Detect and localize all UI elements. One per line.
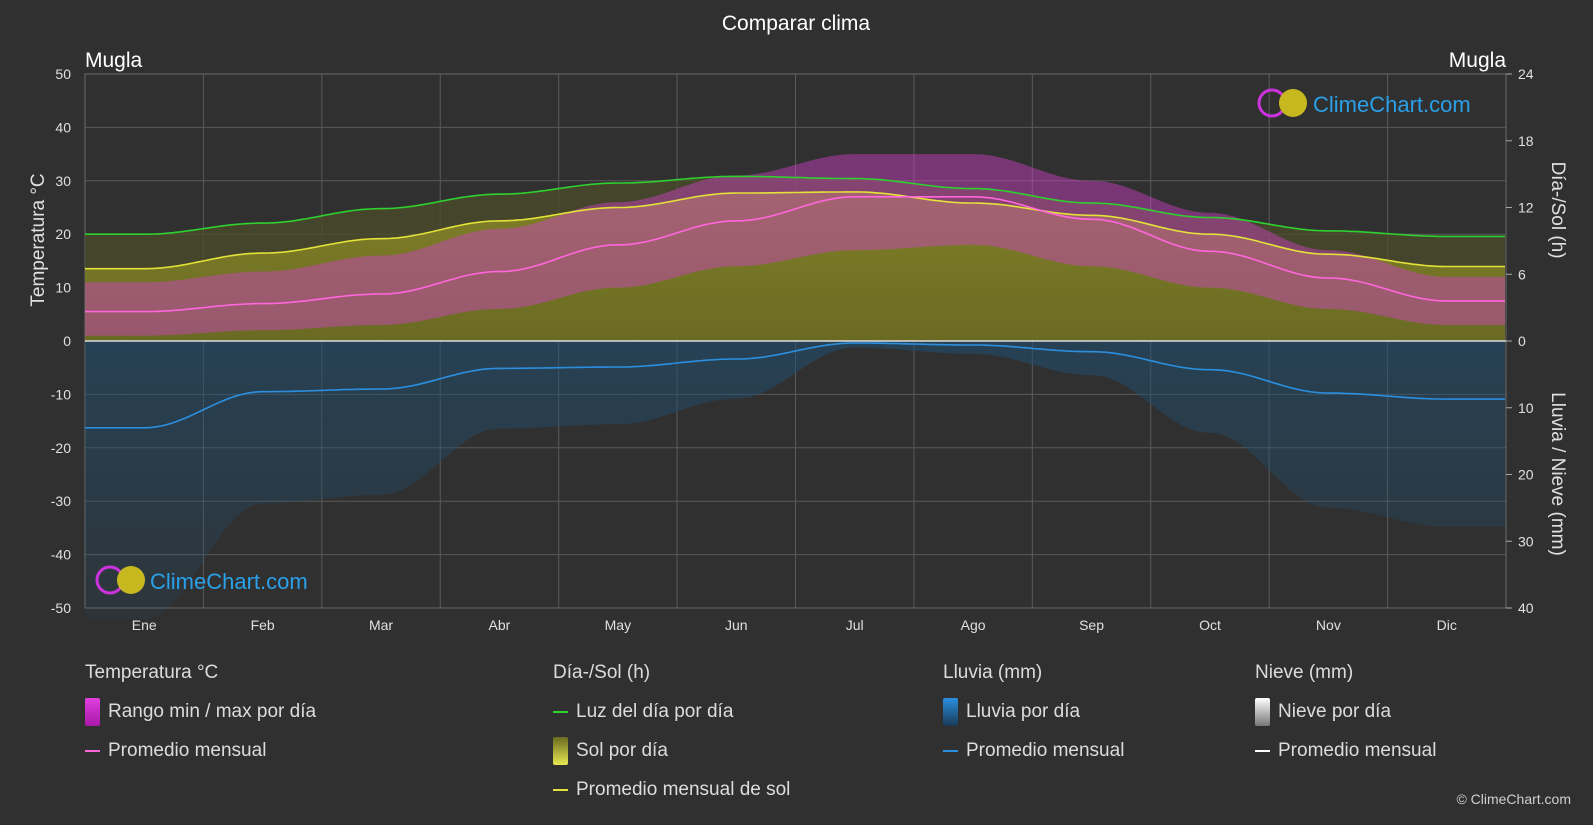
left-tick-label: -20 xyxy=(51,440,71,456)
left-axis-label: Temperatura °C xyxy=(28,173,49,306)
data-lines xyxy=(85,175,1506,429)
right-bottom-tick-label: 40 xyxy=(1518,600,1534,616)
axis-ticks: 50 40 30 20 10 0 -10 -20 -30 -40 -50 24 18 12 6 0 10 20 30… xyxy=(51,66,1534,633)
copyright: © ClimeChart.com xyxy=(1456,791,1571,807)
left-tick-label: -50 xyxy=(51,600,71,616)
legend-snow: Nieve (mm) Nieve por día Promedio mensua… xyxy=(1255,662,1436,779)
rain-area xyxy=(85,341,1505,619)
left-tick-label: 50 xyxy=(55,66,71,82)
logo-sun-icon xyxy=(117,566,145,594)
legend-item-label: Lluvia por día xyxy=(966,701,1081,722)
month-tick-label: Jun xyxy=(725,617,748,633)
right-bottom-tick-label: 10 xyxy=(1518,400,1534,416)
month-tick-label: Mar xyxy=(369,617,393,633)
right-bottom-tick-label: 20 xyxy=(1518,467,1534,483)
right-top-tick-label: 12 xyxy=(1518,200,1534,216)
legend-title: Día-/Sol (h) xyxy=(553,662,651,683)
right-bottom-tick-label: 30 xyxy=(1518,533,1534,549)
month-tick-label: Nov xyxy=(1316,617,1341,633)
right-top-tick-label: 18 xyxy=(1518,133,1534,149)
legend-item-label: Promedio mensual de sol xyxy=(576,779,791,800)
left-tick-label: -30 xyxy=(51,493,71,509)
left-tick-label: -40 xyxy=(51,547,71,563)
chart-title: Comparar clima xyxy=(722,12,871,35)
rain-swatch-icon xyxy=(943,698,958,726)
line-swatch-icon xyxy=(943,750,958,752)
logo-sun-icon xyxy=(1279,89,1307,117)
line-swatch-icon xyxy=(1255,750,1270,752)
month-tick-label: Ago xyxy=(961,617,986,633)
month-tick-label: Sep xyxy=(1079,617,1104,633)
month-tick-label: Dic xyxy=(1437,617,1457,633)
legend-item: Promedio mensual xyxy=(1255,740,1436,762)
sunshine-area xyxy=(85,191,1505,341)
watermark-bottom-text: ClimeChart.com xyxy=(150,569,308,594)
legend-item: Sol por día xyxy=(553,737,790,765)
month-tick-label: Ene xyxy=(132,617,157,633)
line-swatch-icon xyxy=(553,711,568,713)
legend-item: Luz del día por día xyxy=(553,701,790,723)
right-top-tick-label: 24 xyxy=(1518,66,1534,82)
month-tick-label: Feb xyxy=(251,617,275,633)
rain-avg-line xyxy=(85,342,1505,429)
legend-item: Nieve por día xyxy=(1255,698,1436,726)
month-tick-label: Abr xyxy=(489,617,511,633)
legend-item-label: Promedio mensual xyxy=(108,740,267,761)
month-tick-label: May xyxy=(605,617,631,633)
legend-item: Rango min / max por día xyxy=(85,698,317,726)
legend-item-label: Promedio mensual xyxy=(1278,740,1437,761)
month-tick-label: Oct xyxy=(1199,617,1221,633)
temp-avg-line xyxy=(85,196,1505,313)
legend-temperature: Temperatura °C Rango min / max por día P… xyxy=(85,662,316,779)
left-tick-label: -10 xyxy=(51,386,71,402)
month-tick-label: Jul xyxy=(846,617,864,633)
left-tick-label: 20 xyxy=(55,226,71,242)
left-tick-label: 10 xyxy=(55,280,71,296)
data-areas xyxy=(85,154,1505,619)
legend-item: Lluvia por día xyxy=(943,698,1124,726)
sun-swatch-icon xyxy=(553,737,568,765)
left-tick-label: 40 xyxy=(55,119,71,135)
legend-item-label: Nieve por día xyxy=(1278,701,1392,722)
location-left: Mugla xyxy=(85,49,143,72)
legend-item: Promedio mensual de sol xyxy=(553,779,790,801)
location-right: Mugla xyxy=(1449,49,1507,72)
range-swatch-icon xyxy=(85,698,100,726)
left-tick-label: 30 xyxy=(55,173,71,189)
legend-title: Lluvia (mm) xyxy=(943,662,1043,683)
legend-item-label: Promedio mensual xyxy=(966,740,1125,761)
right-top-tick-label: 6 xyxy=(1518,266,1526,282)
legend-item: Promedio mensual xyxy=(85,740,316,762)
legend-sun: Día-/Sol (h) Luz del día por día Sol por… xyxy=(553,662,790,818)
watermark-top: ClimeChart.com xyxy=(1257,88,1471,118)
legend-title: Nieve (mm) xyxy=(1255,662,1354,683)
left-tick-label: 0 xyxy=(63,333,71,349)
watermark-bottom: ClimeChart.com xyxy=(95,565,308,595)
legend-rain: Lluvia (mm) Lluvia por día Promedio mens… xyxy=(943,662,1124,779)
line-swatch-icon xyxy=(85,750,100,752)
right-top-tick-label: 0 xyxy=(1518,333,1526,349)
legend-item: Promedio mensual xyxy=(943,740,1124,762)
legend-item-label: Luz del día por día xyxy=(576,701,734,722)
right-bottom-axis-label: Lluvia / Nieve (mm) xyxy=(1547,392,1568,556)
temp-range-area xyxy=(85,154,1505,336)
sunshine-avg-line xyxy=(85,191,1505,270)
snow-swatch-icon xyxy=(1255,698,1270,726)
right-top-axis-label: Día-/Sol (h) xyxy=(1547,161,1568,258)
legend-title: Temperatura °C xyxy=(85,662,219,683)
daylight-line xyxy=(85,175,1505,238)
legend-item-label: Sol por día xyxy=(576,740,668,761)
line-swatch-icon xyxy=(553,789,568,791)
watermark-top-text: ClimeChart.com xyxy=(1313,92,1471,117)
legend-item-label: Rango min / max por día xyxy=(108,701,317,722)
